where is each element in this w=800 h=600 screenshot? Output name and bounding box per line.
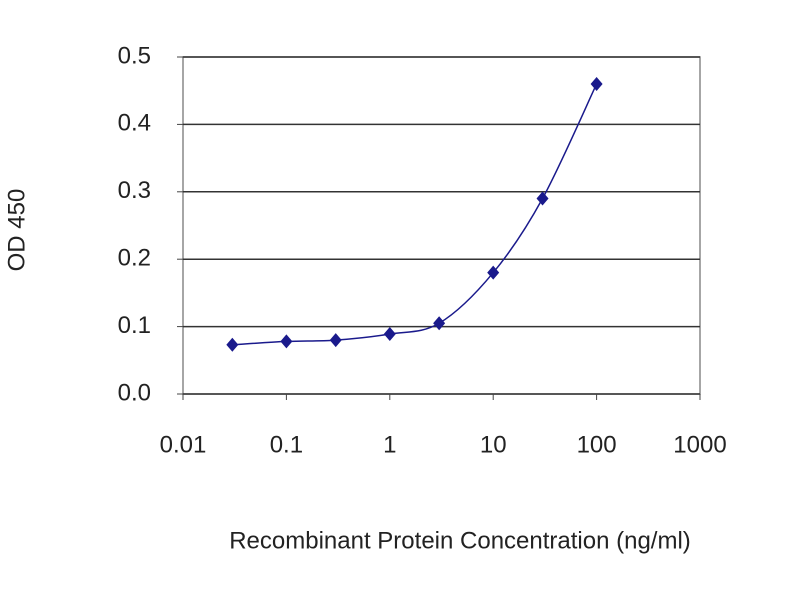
y-tick-label: 0.1 (118, 312, 151, 339)
data-point (329, 333, 342, 348)
y-tick-label: 0.3 (118, 177, 151, 204)
y-tick-label: 0.4 (118, 110, 151, 137)
x-tick-label: 0.1 (270, 431, 303, 458)
data-point (433, 316, 446, 331)
x-tick-label: 0.01 (160, 431, 207, 458)
x-tick-label: 1000 (673, 431, 726, 458)
data-point (280, 334, 293, 349)
y-tick-label: 0.5 (118, 42, 151, 69)
y-tick-label: 0.2 (118, 245, 151, 272)
y-tick-label: 0.0 (118, 379, 151, 406)
data-point (226, 337, 239, 352)
x-tick-label: 100 (577, 431, 617, 458)
data-point (536, 191, 549, 206)
data-point (590, 76, 603, 91)
plot-area (182, 56, 701, 395)
x-tick-label: 10 (480, 431, 507, 458)
x-axis-label: Recombinant Protein Concentration (ng/ml… (229, 527, 691, 554)
data-point (487, 265, 500, 280)
data-point (383, 327, 396, 342)
x-tick-label: 1 (383, 431, 396, 458)
y-axis-label: OD 450 (3, 189, 30, 272)
